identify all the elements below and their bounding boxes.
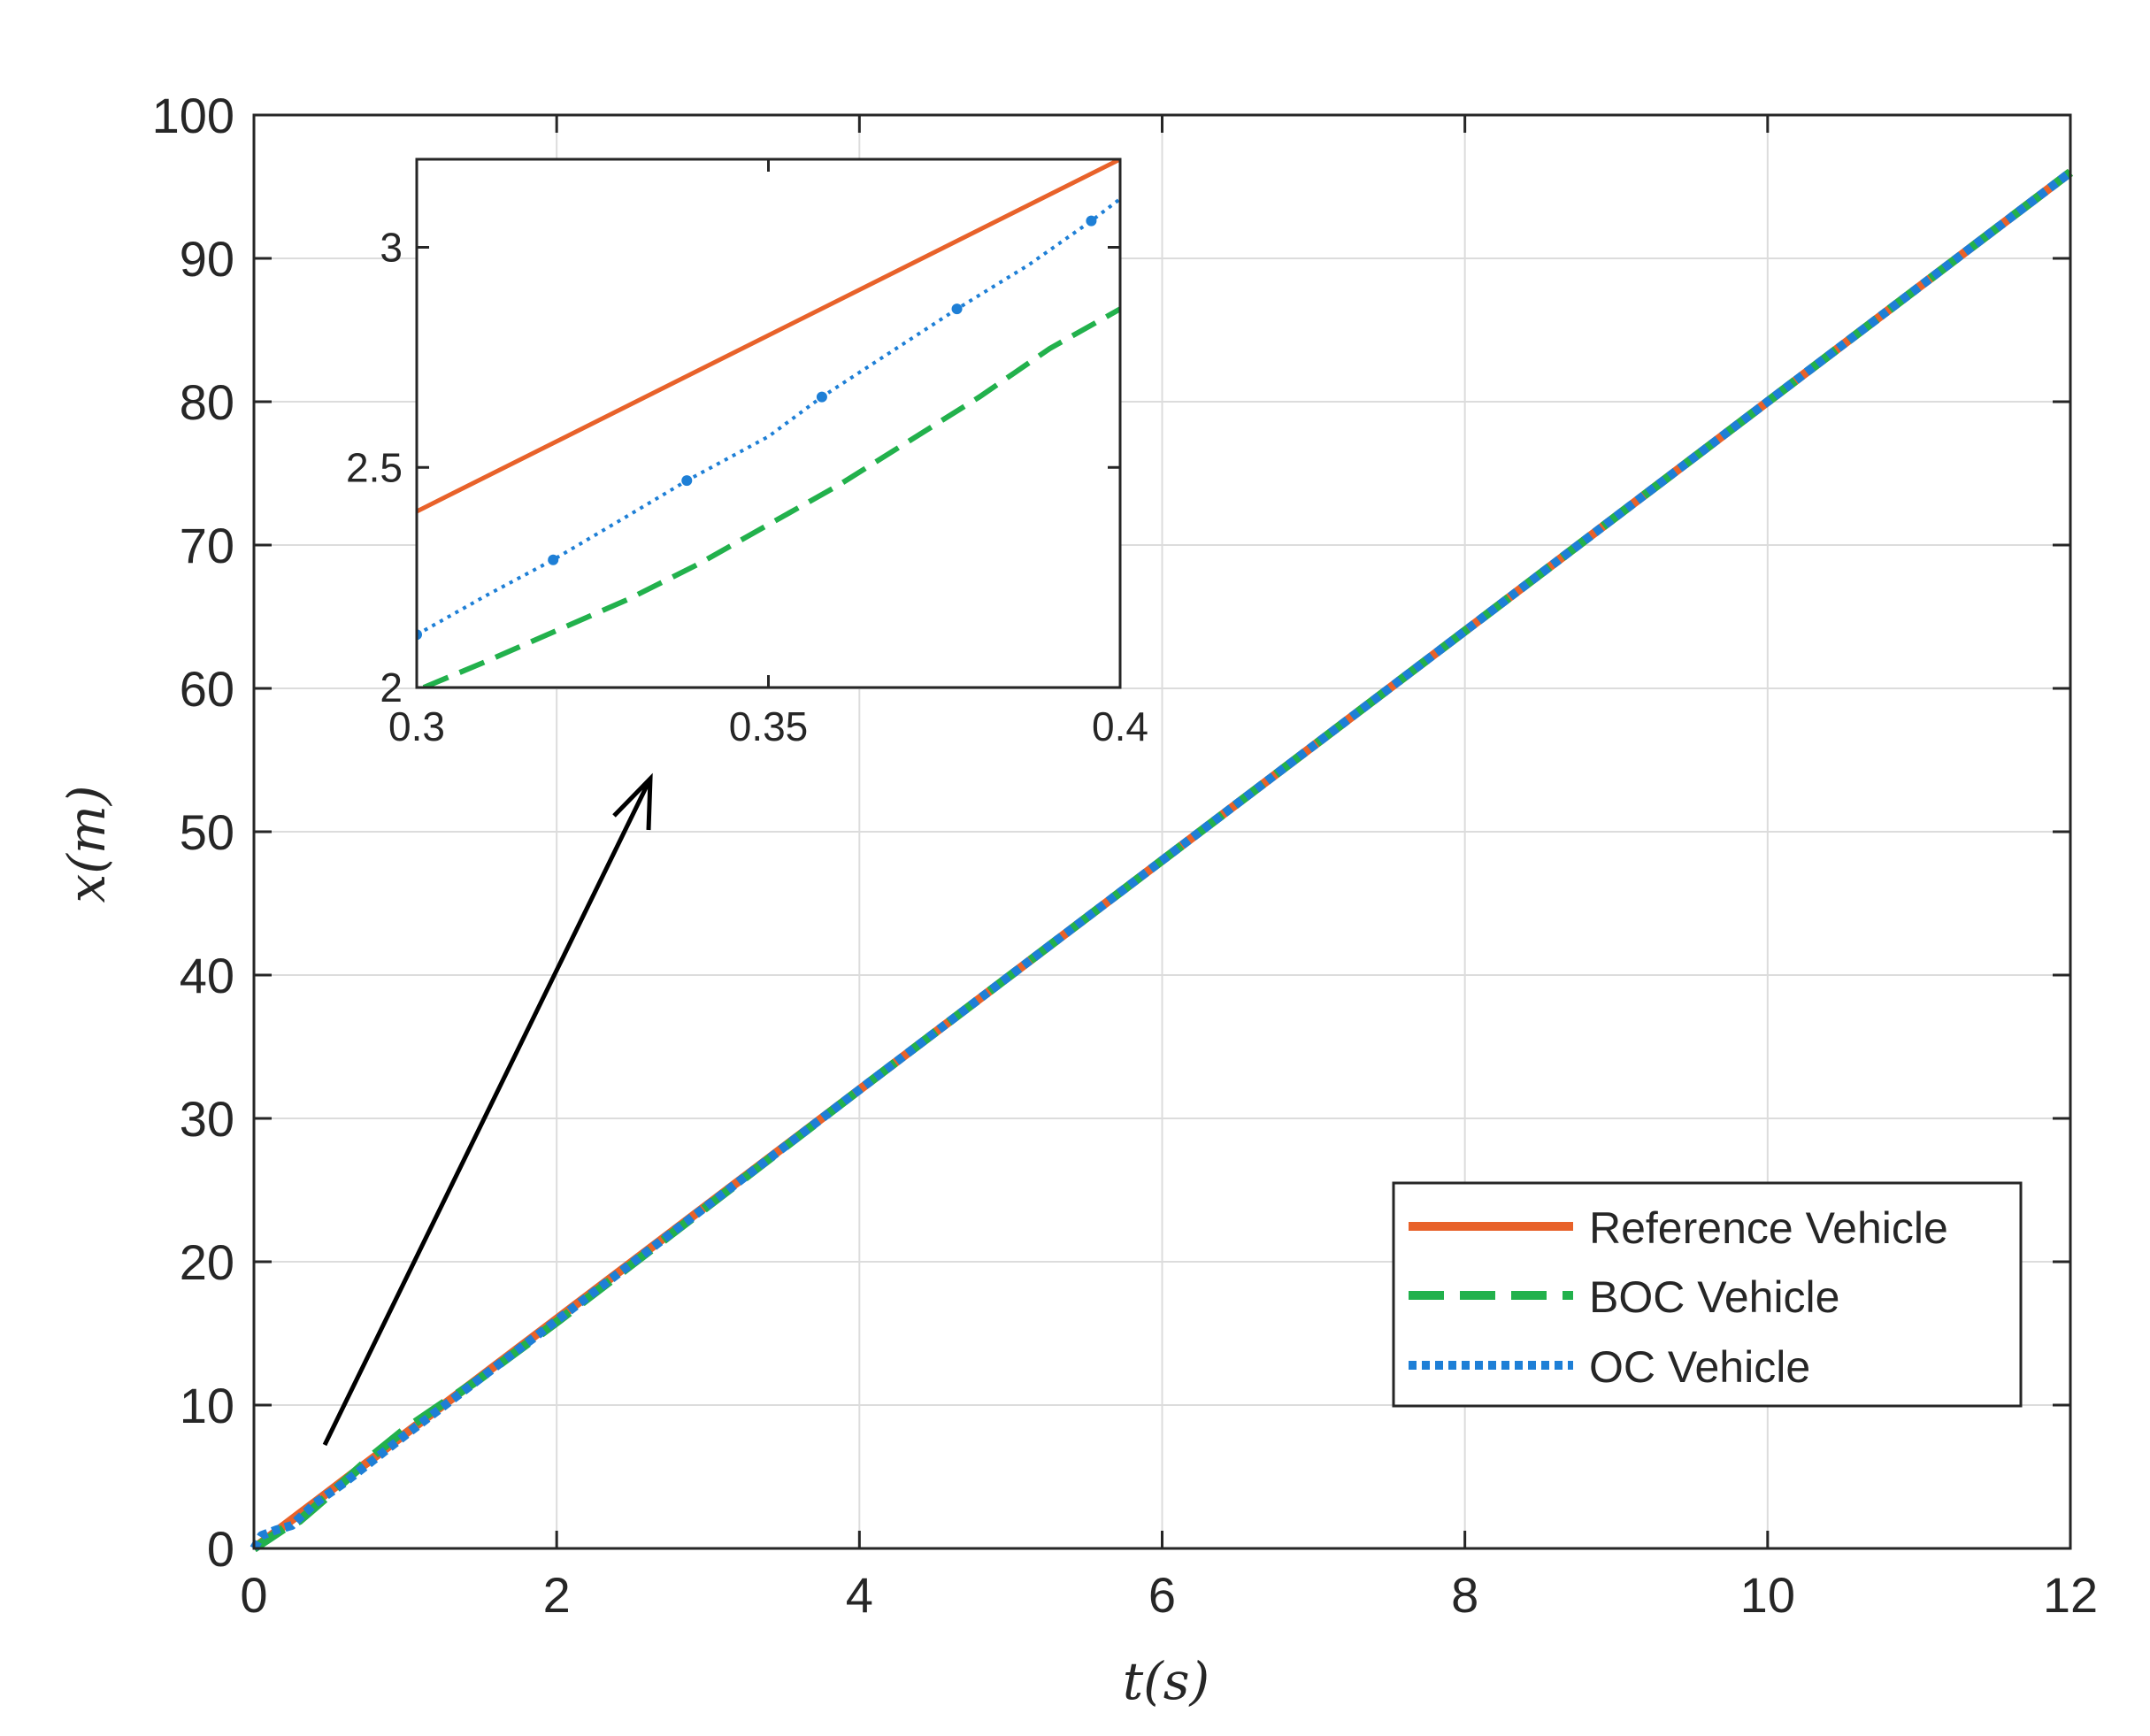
main-ytick-label-1: 10 bbox=[180, 1378, 234, 1433]
inset-marker-2-2 bbox=[681, 475, 693, 487]
legend-label-oc: OC Vehicle bbox=[1589, 1342, 1810, 1392]
main-series-group bbox=[250, 168, 2074, 1553]
main-xtick-label-2: 4 bbox=[846, 1567, 873, 1623]
main-ytick-label-9: 90 bbox=[180, 231, 234, 287]
zoom-arrow bbox=[322, 772, 653, 1447]
inset-series-line-2 bbox=[417, 197, 1120, 637]
inset-marker-2-4 bbox=[951, 303, 963, 315]
x-axis-label: t(s) bbox=[1123, 1651, 1209, 1711]
main-ytick-label-10: 100 bbox=[152, 88, 234, 143]
main-tick-labels: 0 2 4 6 8 10 12 0 10 20 30 40 50 60 70 80 90 100 bbox=[152, 88, 2099, 1623]
main-xtick-label-0: 0 bbox=[240, 1567, 267, 1623]
main-ytick-label-4: 40 bbox=[180, 948, 234, 1003]
inset-xtick-label-1: 0.35 bbox=[729, 703, 809, 749]
main-xtick-label-6: 12 bbox=[2043, 1567, 2098, 1623]
main-xtick-label-4: 8 bbox=[1451, 1567, 1478, 1623]
inset-xtick-label-0: 0.3 bbox=[388, 703, 445, 749]
zoom-arrow-shaft bbox=[322, 777, 653, 1447]
y-axis-label: x(m) bbox=[57, 786, 117, 903]
main-ytick-label-8: 80 bbox=[180, 374, 234, 430]
inset-ytick-label-2: 3 bbox=[380, 225, 403, 271]
legend-label-boc: BOC Vehicle bbox=[1589, 1272, 1839, 1322]
main-xtick-label-3: 6 bbox=[1148, 1567, 1176, 1623]
inset-background bbox=[417, 159, 1120, 687]
inset-ytick-label-1: 2.5 bbox=[346, 444, 403, 490]
inset-marker-2-3 bbox=[816, 391, 827, 403]
main-ytick-label-3: 30 bbox=[180, 1091, 234, 1147]
inset-marker-2-1 bbox=[548, 554, 559, 565]
main-xtick-label-1: 2 bbox=[543, 1567, 571, 1623]
main-ytick-label-6: 60 bbox=[180, 661, 234, 717]
inset-marker-2-5 bbox=[1086, 215, 1097, 227]
legend-label-reference: Reference Vehicle bbox=[1589, 1203, 1948, 1253]
inset-ticks bbox=[415, 159, 1122, 689]
legend-box bbox=[1392, 1181, 2023, 1408]
inset-ytick-label-0: 2 bbox=[380, 664, 403, 711]
main-series-line-2 bbox=[250, 168, 2074, 1551]
inset-series-line-1 bbox=[422, 306, 1120, 687]
main-ytick-label-2: 20 bbox=[180, 1234, 234, 1290]
legend: Reference Vehicle BOC Vehicle OC Vehicle bbox=[1392, 1181, 2023, 1408]
inset-tick-labels: 0.3 0.35 0.4 2 2.5 3 bbox=[346, 225, 1148, 750]
main-ytick-label-7: 70 bbox=[180, 518, 234, 573]
inset-series-line-0 bbox=[417, 159, 1120, 514]
inset-xtick-label-2: 0.4 bbox=[1092, 703, 1148, 749]
main-xtick-label-5: 10 bbox=[1740, 1567, 1795, 1623]
main-ticks bbox=[252, 113, 2072, 1550]
main-ytick-label-5: 50 bbox=[180, 804, 234, 860]
zoom-arrow-head bbox=[612, 772, 653, 831]
main-ytick-label-0: 0 bbox=[207, 1521, 234, 1577]
